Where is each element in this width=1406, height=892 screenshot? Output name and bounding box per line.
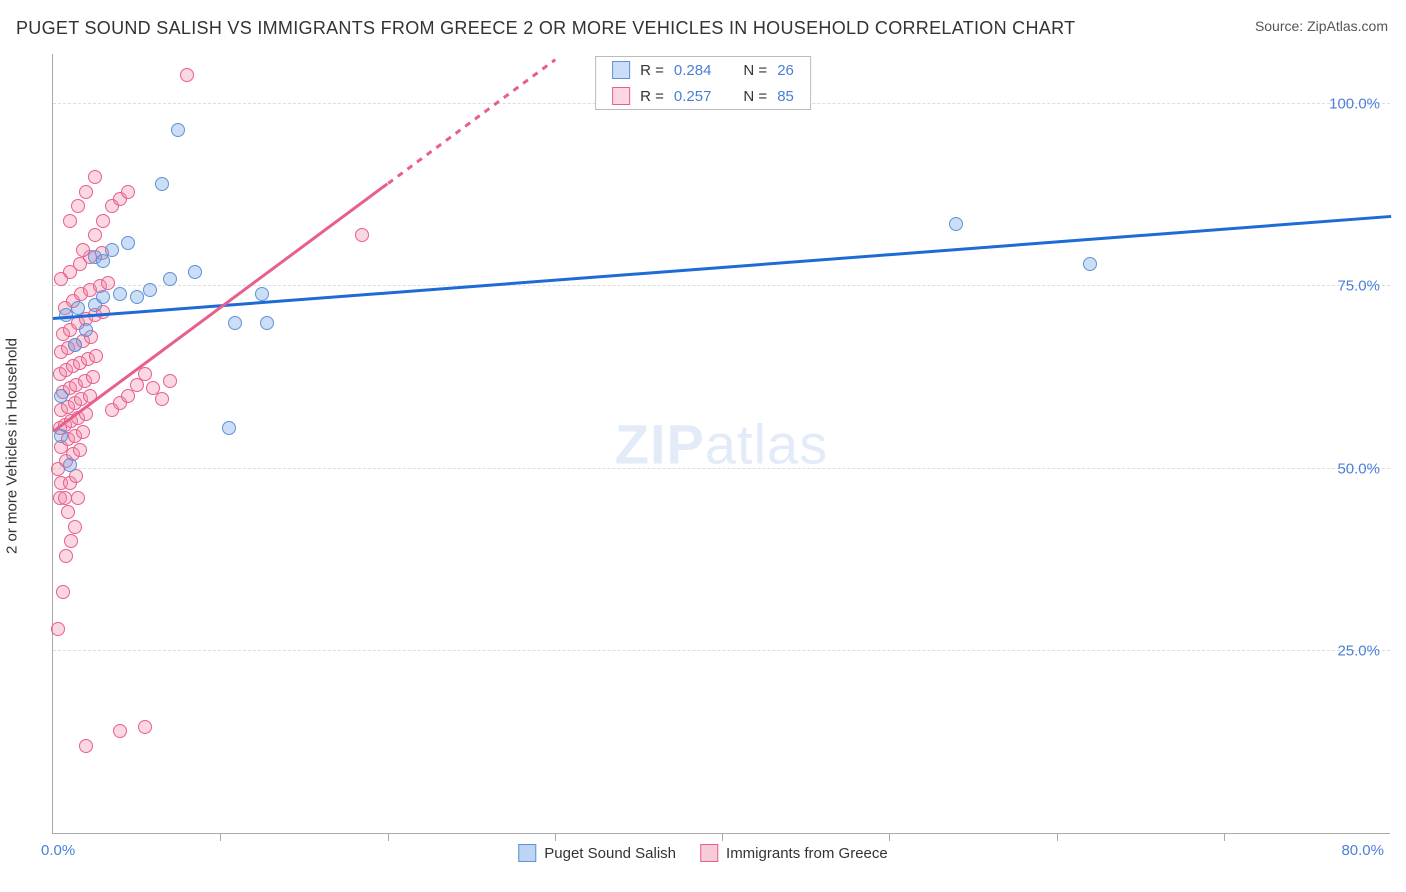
scatter-point [228,316,242,330]
x-tick [722,833,723,841]
scatter-point [138,367,152,381]
scatter-point [88,228,102,242]
scatter-point [61,505,75,519]
x-tick [1224,833,1225,841]
gridline-h [53,468,1390,469]
legend-n-value: 85 [777,88,794,105]
legend-r-value: 0.257 [674,88,712,105]
scatter-point [76,425,90,439]
legend-item: Immigrants from Greece [700,844,888,862]
watermark: ZIPatlas [615,411,828,476]
scatter-point [113,724,127,738]
scatter-point [113,287,127,301]
gridline-h [53,650,1390,651]
y-axis-title: 2 or more Vehicles in Household [4,338,21,554]
scatter-point [59,549,73,563]
legend-r-label: R = [640,88,664,105]
y-tick-label: 25.0% [1337,642,1380,659]
scatter-point [63,214,77,228]
scatter-point [355,228,369,242]
legend-swatch [700,844,718,862]
legend-stats-row: R = 0.284 N = 26 [596,57,810,83]
scatter-point [88,170,102,184]
chart-source: Source: ZipAtlas.com [1255,18,1388,34]
watermark-bold: ZIP [615,412,705,475]
scatter-point [143,283,157,297]
scatter-point [96,254,110,268]
scatter-point [71,301,85,315]
scatter-point [1083,257,1097,271]
y-tick-label: 100.0% [1329,96,1380,113]
scatter-point [79,739,93,753]
chart-title: PUGET SOUND SALISH VS IMMIGRANTS FROM GR… [16,18,1075,39]
trend-line [53,215,1391,320]
legend-item: Puget Sound Salish [518,844,676,862]
scatter-point [86,370,100,384]
scatter-point [138,720,152,734]
x-tick [388,833,389,841]
legend-label: Immigrants from Greece [726,845,888,862]
scatter-point [79,323,93,337]
scatter-point [73,443,87,457]
legend-n-value: 26 [777,62,794,79]
x-tick [889,833,890,841]
scatter-point [54,429,68,443]
y-tick-label: 75.0% [1337,278,1380,295]
scatter-point [163,272,177,286]
legend-label: Puget Sound Salish [544,845,676,862]
scatter-point [101,276,115,290]
x-tick [1057,833,1058,841]
scatter-point [68,520,82,534]
scatter-point [71,491,85,505]
scatter-point [155,392,169,406]
scatter-point [121,185,135,199]
legend-swatch [612,87,630,105]
scatter-point [79,185,93,199]
scatter-point [56,585,70,599]
scatter-point [180,68,194,82]
gridline-h [53,285,1390,286]
legend-series: Puget Sound Salish Immigrants from Greece [518,844,887,862]
scatter-point [96,290,110,304]
scatter-point [171,123,185,137]
scatter-point [54,389,68,403]
scatter-point [63,458,77,472]
scatter-point [96,214,110,228]
legend-n-label: N = [743,88,767,105]
scatter-point [130,290,144,304]
y-tick-label: 50.0% [1337,460,1380,477]
scatter-point [68,338,82,352]
scatter-point [121,236,135,250]
scatter-point [89,349,103,363]
scatter-point [64,534,78,548]
scatter-point [51,622,65,636]
x-tick-label-min: 0.0% [41,842,75,859]
legend-n-label: N = [743,62,767,79]
scatter-point [255,287,269,301]
watermark-rest: atlas [705,412,828,475]
scatter-point [188,265,202,279]
legend-stats: R = 0.284 N = 26 R = 0.257 N = 85 [595,56,811,110]
scatter-point [71,199,85,213]
scatter-point [58,491,72,505]
scatter-point [260,316,274,330]
legend-r-label: R = [640,62,664,79]
trend-line [387,58,556,184]
legend-r-value: 0.284 [674,62,712,79]
legend-swatch [612,61,630,79]
chart-plot-area: ZIPatlas 25.0%50.0%75.0%100.0%0.0%80.0% [52,54,1390,834]
x-tick [220,833,221,841]
legend-stats-row: R = 0.257 N = 85 [596,83,810,109]
x-tick [555,833,556,841]
scatter-point [155,177,169,191]
legend-swatch [518,844,536,862]
scatter-point [163,374,177,388]
scatter-point [222,421,236,435]
scatter-point [949,217,963,231]
x-tick-label-max: 80.0% [1341,842,1384,859]
